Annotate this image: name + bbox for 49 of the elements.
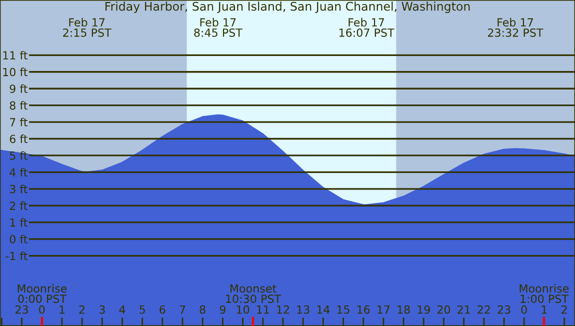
annotation: Moonrise 0:00 PST [18, 284, 67, 303]
x-tick-label: 3 [99, 305, 105, 314]
x-tick-label: 2 [79, 305, 84, 314]
y-tick-label: 6 ft [10, 134, 28, 144]
x-tick-label: 0 [39, 305, 45, 314]
y-tick-label: 10 ft [3, 68, 28, 76]
x-tick-label: 21 [458, 305, 470, 314]
y-tick-label: 7 ft [10, 118, 28, 126]
x-tick-label: 16 [358, 305, 370, 314]
annotation: Feb 17 23:32 PST [488, 18, 544, 37]
annotation: Moonrise 1:00 PST [520, 284, 569, 303]
y-tick-label: 0 ft [10, 234, 28, 244]
x-tick-label: 2 [562, 305, 567, 314]
x-tick-label: 19 [418, 305, 430, 314]
x-tick-label: 15 [337, 306, 350, 314]
x-tick-label: 9 [220, 305, 226, 314]
x-tick-label: 4 [119, 306, 126, 314]
annotation: Feb 17 2:15 PST [63, 18, 112, 37]
annotation: Moonset 10:30 PST [226, 284, 282, 303]
x-tick-label: 0 [521, 305, 527, 314]
y-tick-label: 3 ft [10, 184, 28, 194]
chart-title: Friday Harbor, San Juan Island, San Juan Channel, Washington [105, 2, 470, 14]
x-tick-label: 10 [236, 305, 250, 314]
x-tick-label: 23 [16, 305, 28, 314]
annotation: Feb 17 8:45 PST [194, 18, 242, 37]
y-tick-label: 2 ft [10, 201, 28, 210]
y-tick-label: 11 ft [3, 50, 28, 60]
x-tick-label: 6 [160, 305, 166, 314]
x-tick-label: 14 [317, 306, 330, 314]
x-tick-label: 1 [542, 306, 547, 314]
x-tick-label: 7 [180, 306, 186, 314]
y-tick-label: 4 ft [10, 168, 28, 176]
x-tick-label: 11 [257, 306, 269, 314]
x-tick-label: 12 [277, 305, 289, 314]
x-tick-label: 20 [437, 305, 450, 314]
x-tick-label: 8 [200, 305, 206, 314]
x-tick-label: 22 [478, 305, 490, 314]
y-tick-label: 5 ft [10, 151, 28, 160]
x-tick-label: 13 [297, 305, 310, 314]
x-tick-label: 23 [498, 305, 510, 314]
y-tick-label: 9 ft [10, 84, 28, 93]
y-tick-label: -1 ft [6, 252, 28, 260]
x-tick-label: 5 [140, 306, 145, 314]
y-tick-label: 8 ft [10, 101, 28, 110]
y-tick-label: 1 ft [10, 218, 28, 227]
x-tick-label: 17 [378, 306, 390, 314]
x-tick-label: 1 [60, 306, 64, 314]
annotation: Feb 17 16:07 PST [339, 18, 394, 37]
x-tick-label: 18 [398, 305, 410, 314]
